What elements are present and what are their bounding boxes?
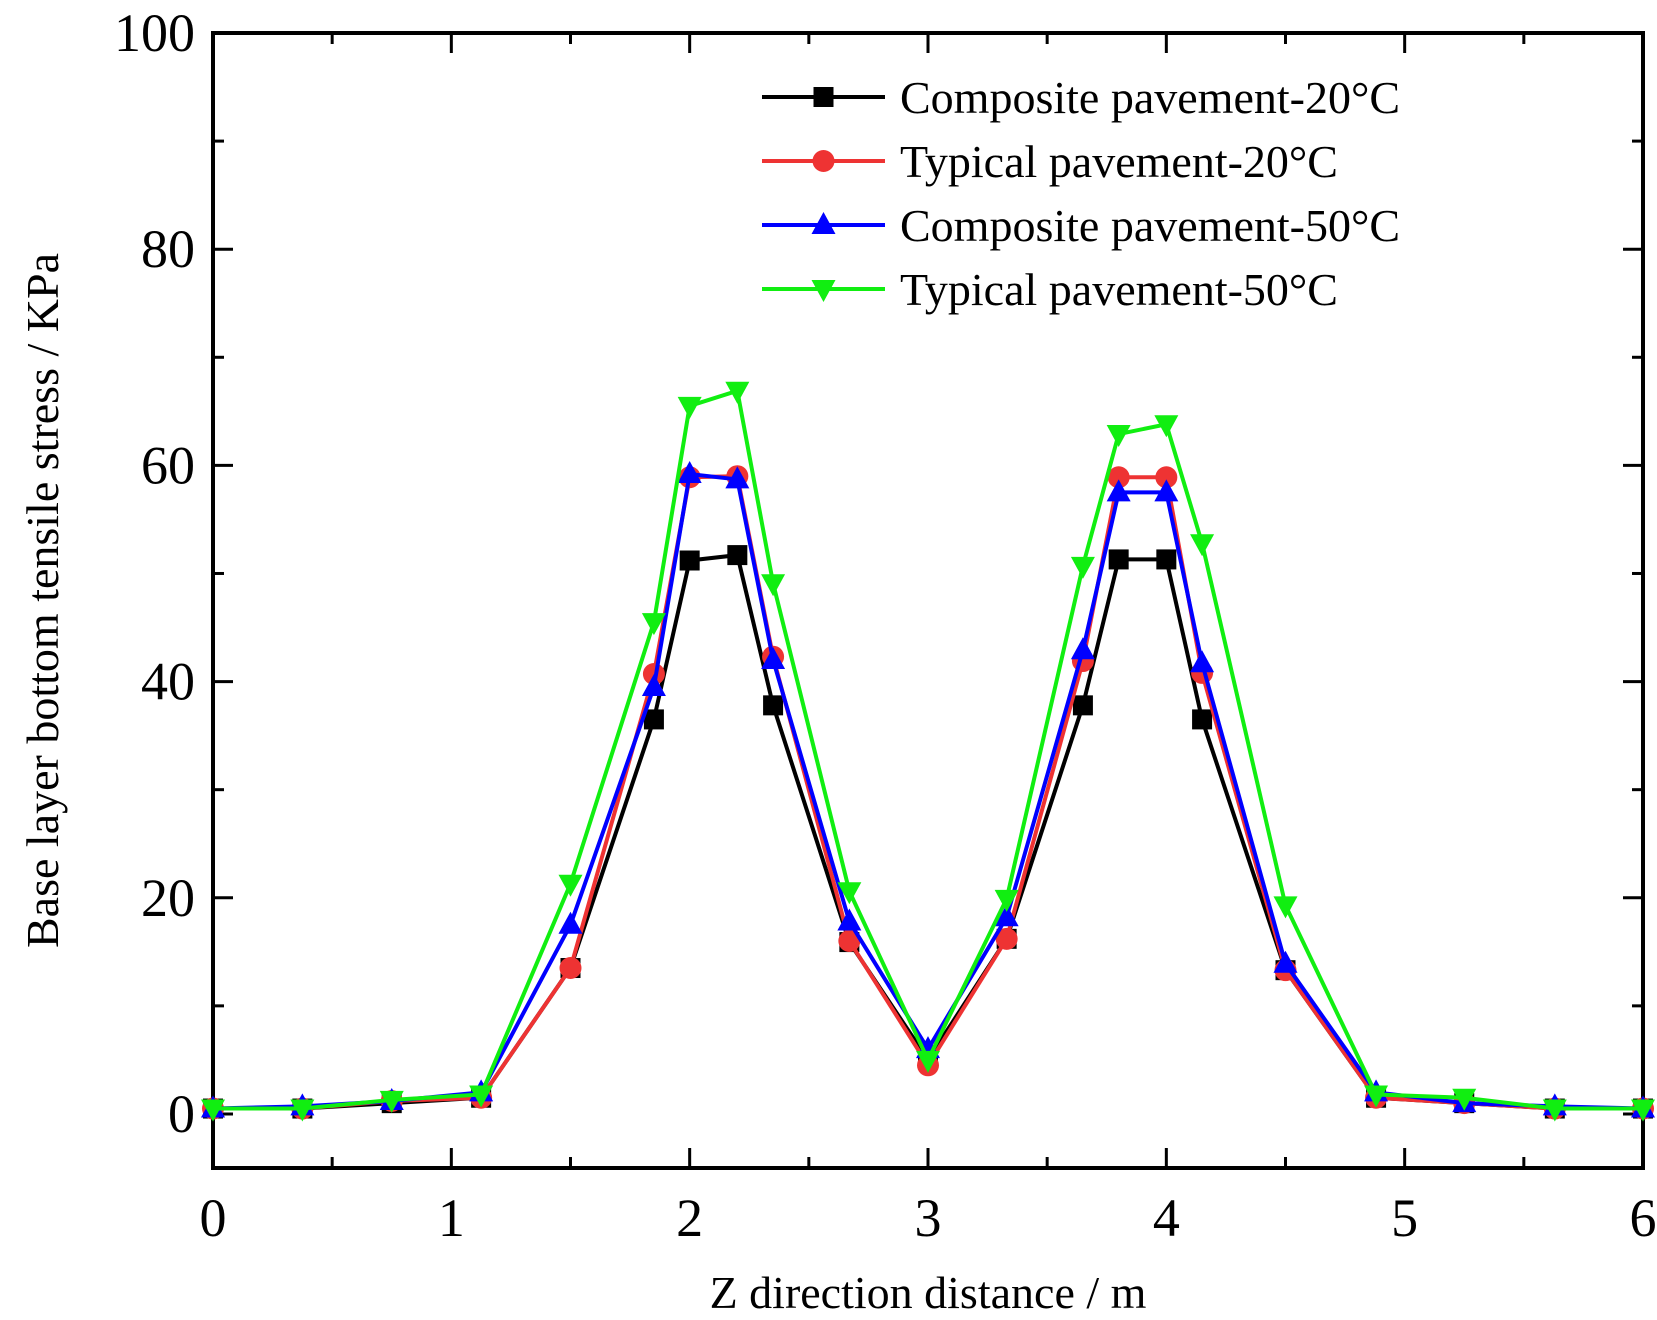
y-tick-label: 40 — [141, 652, 195, 712]
data-point — [1106, 425, 1131, 448]
series-4 — [201, 381, 1655, 1122]
legend-item: Typical pavement-20°C — [762, 136, 1338, 187]
data-point — [1192, 709, 1213, 730]
data-point — [677, 396, 702, 419]
data-point — [1108, 549, 1129, 570]
data-point — [558, 874, 583, 897]
data-point — [1154, 479, 1179, 502]
x-tick-label: 2 — [676, 1188, 703, 1248]
series-line — [213, 474, 1643, 1111]
x-axis: 0 1 2 3 4 5 6 — [200, 33, 1657, 1248]
legend-label: Composite pavement-50°C — [900, 200, 1400, 251]
data-point — [677, 461, 702, 484]
legend-marker — [813, 87, 834, 107]
data-point — [643, 709, 664, 730]
y-tick-label: 60 — [141, 435, 195, 495]
y-tick-label: 0 — [168, 1084, 195, 1144]
data-point — [1156, 549, 1177, 570]
data-point — [725, 381, 750, 404]
x-axis-title: Z direction distance / m — [710, 1267, 1147, 1318]
data-point — [761, 574, 786, 597]
series-1 — [203, 545, 1653, 1119]
series-line — [213, 552, 1643, 1111]
x-tick-label: 5 — [1391, 1188, 1418, 1248]
legend-marker — [811, 280, 836, 302]
y-tick-label: 20 — [141, 868, 195, 928]
series-line — [212, 471, 1644, 1111]
data-point — [1452, 1088, 1477, 1111]
data-point — [725, 466, 750, 489]
data-point — [469, 1085, 494, 1108]
data-point — [1070, 637, 1095, 660]
x-tick-label: 6 — [1630, 1188, 1657, 1248]
legend-marker — [811, 212, 836, 234]
data-point — [1190, 534, 1215, 557]
data-point — [1273, 896, 1298, 919]
data-point — [763, 695, 784, 716]
data-point — [558, 911, 583, 934]
data-point — [916, 1050, 940, 1073]
data-point — [641, 613, 666, 636]
legend-item: Composite pavement-50°C — [762, 200, 1400, 251]
legend: Composite pavement-20°C Typical pavement-… — [762, 72, 1400, 315]
legend-label: Typical pavement-20°C — [900, 136, 1338, 187]
y-axis-title: Base layer bottom tensile stress / KPa — [17, 253, 68, 948]
legend-label: Typical pavement-50°C — [900, 264, 1338, 315]
y-tick-label: 80 — [141, 219, 195, 279]
data-point — [1107, 466, 1130, 489]
data-point — [1106, 479, 1131, 502]
data-point — [679, 550, 700, 571]
x-tick-label: 3 — [915, 1188, 942, 1248]
data-point — [994, 904, 1019, 927]
data-point — [1190, 650, 1215, 673]
data-point — [1072, 695, 1093, 716]
series-layer — [201, 381, 1655, 1122]
series-line — [213, 388, 1643, 1111]
data-point — [1154, 415, 1179, 438]
data-point — [290, 1099, 315, 1122]
x-tick-label: 0 — [200, 1188, 227, 1248]
data-point — [837, 882, 862, 905]
y-axis: 0 20 40 60 80 100 — [114, 3, 1643, 1144]
data-point — [1273, 950, 1298, 973]
data-point — [559, 957, 582, 980]
data-point — [1631, 1099, 1655, 1122]
data-point — [1542, 1099, 1567, 1122]
y-tick-label: 100 — [114, 3, 195, 63]
data-point — [995, 927, 1018, 950]
data-point — [727, 545, 748, 566]
x-tick-label: 4 — [1153, 1188, 1180, 1248]
legend-item: Composite pavement-20°C — [762, 72, 1400, 123]
data-point — [201, 1099, 225, 1122]
data-point — [1155, 466, 1178, 489]
legend-label: Composite pavement-20°C — [900, 72, 1400, 123]
series-3 — [201, 461, 1655, 1118]
data-point — [761, 646, 786, 669]
data-point — [641, 673, 666, 696]
data-point — [994, 889, 1019, 912]
data-point — [837, 908, 862, 931]
legend-item: Typical pavement-50°C — [762, 264, 1338, 315]
data-point — [1070, 556, 1095, 579]
legend-marker — [812, 150, 835, 172]
series-2 — [202, 465, 1654, 1120]
data-point — [838, 930, 861, 952]
data-point — [1364, 1085, 1389, 1108]
data-point — [379, 1090, 404, 1113]
x-tick-label: 1 — [438, 1188, 465, 1248]
